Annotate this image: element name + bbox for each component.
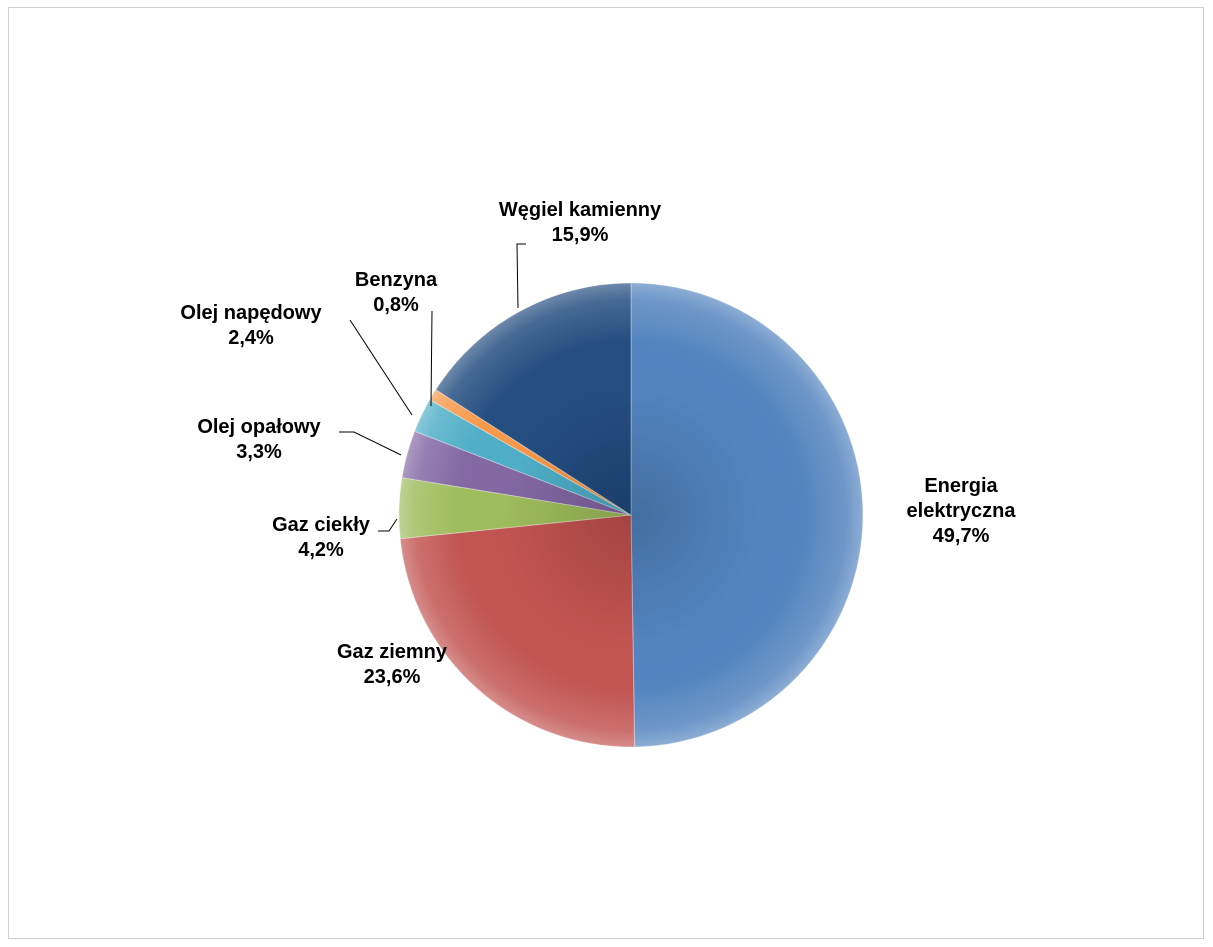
pie-slice-energia-elektryczna (630, 282, 864, 748)
pie-chart: Energia elektryczna 49,7%Gaz ziemny 23,6%Ga… (180, 199, 1016, 748)
slice-value-label: 3,3% (236, 441, 282, 463)
slice-category-label: Olej opałowy (197, 416, 321, 438)
slice-label-wegiel-kamienny: Węgiel kamienny 15,9% (499, 199, 662, 246)
slice-label-energia-elektryczna: Energia elektryczna 49,7% (907, 475, 1017, 547)
slice-category-label: Węgiel kamienny (499, 199, 662, 221)
slice-value-label: 23,6% (364, 666, 421, 688)
slice-label-olej-napedowy: Olej napędowy 2,4% (180, 302, 322, 349)
leader-line-wegiel-kamienny (516, 243, 526, 309)
slice-category-label: Gaz ziemny (337, 641, 448, 663)
slice-label-olej-opalowy: Olej opałowy 3,3% (197, 416, 321, 463)
leader-line-benzyna (430, 310, 433, 407)
slice-category-label: elektryczna (907, 500, 1017, 522)
slice-category-label: Gaz ciekły (272, 514, 371, 536)
slice-value-label: 0,8% (373, 294, 419, 316)
slice-value-label: 15,9% (552, 224, 609, 246)
slice-category-label: Benzyna (355, 269, 438, 291)
leader-line-olej-opalowy (339, 431, 402, 456)
leader-lines (339, 243, 526, 532)
slice-category-label: Olej napędowy (180, 302, 322, 324)
slice-category-label: Energia (924, 475, 998, 497)
slice-value-label: 2,4% (228, 327, 274, 349)
slice-value-label: 49,7% (933, 525, 990, 547)
leader-line-gaz-ciekly (378, 518, 398, 532)
pie-slice-gaz-ziemny (399, 514, 636, 748)
slice-value-label: 4,2% (298, 539, 344, 561)
slice-label-benzyna: Benzyna 0,8% (355, 269, 438, 316)
leader-line-olej-napedowy (349, 319, 413, 416)
slice-label-gaz-ciekly: Gaz ciekły 4,2% (272, 514, 371, 561)
slice-label-gaz-ziemny: Gaz ziemny 23,6% (337, 641, 448, 688)
slice-labels: Energia elektryczna 49,7%Gaz ziemny 23,6%Ga… (180, 199, 1016, 688)
chart-frame: Energia elektryczna 49,7% Gaz ziemny 23,6% Ga… (8, 7, 1204, 939)
pie-slices (398, 282, 864, 748)
